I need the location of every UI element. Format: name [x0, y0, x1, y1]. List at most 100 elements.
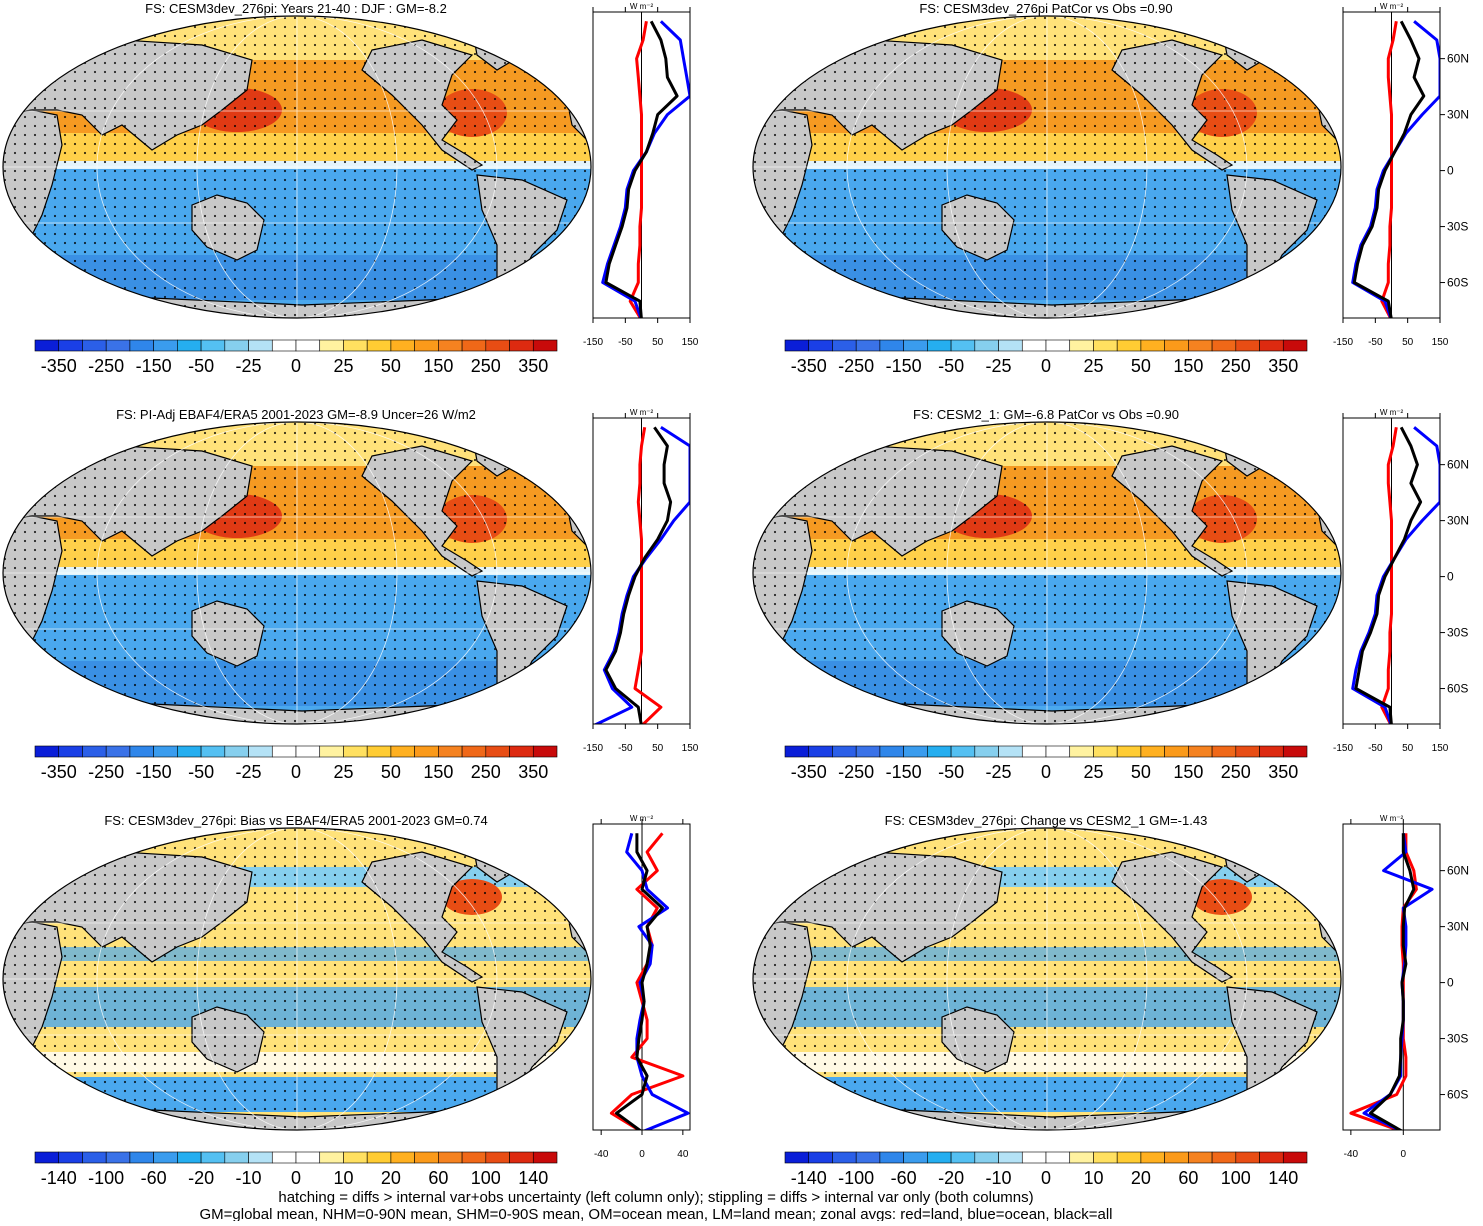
colorbar-label: 150 — [423, 356, 453, 376]
colorbar-box — [1069, 1151, 1094, 1164]
y-tick-label: 0 — [1447, 164, 1454, 178]
x-tick-label: 150 — [682, 743, 699, 754]
zonal-lines — [1349, 824, 1434, 1130]
colorbar-box — [200, 745, 226, 758]
colorbar-label: -25 — [236, 762, 262, 782]
zonal-line — [604, 20, 679, 318]
colorbar-box — [1282, 745, 1308, 758]
colorbar-box — [784, 1151, 810, 1164]
colorbar-box — [1093, 1151, 1118, 1164]
colorbar-box — [34, 339, 60, 352]
footnote: GM=global mean, NHM=0-90N mean, SHM=0-90… — [199, 1206, 1112, 1221]
zonal-frame — [1342, 823, 1441, 1131]
zonal-frame — [592, 417, 691, 725]
colorbar-label: 150 — [423, 762, 453, 782]
x-tick-label: -50 — [1368, 337, 1383, 348]
y-tick-label: 0 — [1447, 570, 1454, 584]
colorbar-label: -350 — [41, 356, 77, 376]
colorbar-label: -250 — [838, 762, 874, 782]
x-tick-label: 150 — [1432, 337, 1449, 348]
zonal-lines — [1351, 418, 1440, 724]
colorbar-label: 20 — [381, 1168, 401, 1188]
colorbar-box — [879, 745, 904, 758]
zonal-unit: W m⁻² — [1380, 814, 1404, 823]
footnote: hatching = diffs > internal var+obs unce… — [278, 1189, 1033, 1206]
zonal-unit: W m⁻² — [630, 2, 654, 11]
x-tick-label: 0 — [639, 1149, 645, 1160]
colorbar-box — [855, 339, 881, 352]
x-tick-label: -50 — [618, 743, 633, 754]
colorbar-box — [784, 339, 810, 352]
colorbar-box — [414, 745, 439, 758]
colorbar-box — [974, 339, 999, 352]
zonal-line — [633, 427, 663, 724]
zonal-line — [1354, 426, 1423, 724]
zonal-line — [1362, 833, 1434, 1130]
colorbar-box — [855, 1151, 881, 1164]
colorbar-box — [438, 1151, 463, 1164]
colorbar-box — [461, 1151, 487, 1164]
colorbar-box — [58, 1151, 83, 1164]
colorbar-label: -150 — [886, 762, 922, 782]
colorbar-box — [343, 339, 368, 352]
colorbar-box — [998, 1151, 1023, 1164]
colorbar-box — [153, 745, 178, 758]
colorbar-box — [461, 339, 487, 352]
colorbar-label: -25 — [236, 356, 262, 376]
zonal-line — [1380, 427, 1398, 724]
x-tick-label: -40 — [594, 1149, 609, 1160]
y-tick-label: 60N — [1447, 864, 1469, 878]
colorbar-box — [248, 339, 273, 352]
zonal-line — [615, 833, 664, 1130]
colorbar-box — [509, 339, 534, 352]
colorbar-box — [34, 1151, 60, 1164]
colorbar-box — [879, 339, 904, 352]
colorbar-box — [129, 1151, 154, 1164]
x-tick-label: -150 — [583, 743, 603, 754]
zonal-line — [1351, 20, 1440, 318]
colorbar-box — [319, 745, 344, 758]
colorbar-box — [224, 1151, 249, 1164]
colorbar-box — [295, 1151, 321, 1164]
colorbar-box — [784, 745, 810, 758]
panel-title: FS: CESM3dev_276pi: Bias vs EBAF4/ERA5 2… — [104, 813, 487, 828]
colorbar-label: -10 — [986, 1168, 1012, 1188]
colorbar-box — [1140, 745, 1165, 758]
x-tick-label: -50 — [1368, 743, 1383, 754]
x-tick-label: 40 — [677, 1149, 689, 1160]
x-tick-label: -150 — [1333, 337, 1353, 348]
colorbar-box — [998, 745, 1023, 758]
colorbar-box — [1211, 339, 1237, 352]
colorbar-label: 25 — [333, 762, 353, 782]
zonal-frame — [1342, 417, 1441, 725]
colorbar-label: -150 — [136, 356, 172, 376]
x-tick-label: -40 — [1344, 1149, 1359, 1160]
colorbar-box — [153, 339, 178, 352]
colorbar-box — [129, 745, 154, 758]
colorbar-box — [295, 745, 321, 758]
colorbar-box — [1093, 745, 1118, 758]
colorbar-label: 250 — [1221, 356, 1251, 376]
colorbar-box — [1069, 745, 1094, 758]
colorbar-label: -25 — [986, 356, 1012, 376]
colorbar-box — [832, 339, 857, 352]
x-tick-label: 150 — [682, 337, 699, 348]
colorbar-box — [1140, 339, 1165, 352]
x-tick-label: 50 — [652, 337, 664, 348]
colorbar-label: -50 — [188, 762, 214, 782]
zonal-lines — [593, 418, 690, 724]
zonal-lines — [609, 824, 690, 1130]
panel-title: FS: CESM3dev_276pi PatCor vs Obs =0.90 — [919, 1, 1172, 16]
colorbar-label: 350 — [518, 356, 548, 376]
colorbar-box — [927, 745, 952, 758]
colorbar-label: 250 — [1221, 762, 1251, 782]
colorbar-label: 0 — [1041, 356, 1051, 376]
colorbar-label: 350 — [1268, 762, 1298, 782]
colorbar-box — [1235, 745, 1260, 758]
colorbar-label: -350 — [791, 356, 827, 376]
colorbar-label: -20 — [938, 1168, 964, 1188]
colorbar-box — [1235, 1151, 1260, 1164]
colorbar-box — [1282, 1151, 1308, 1164]
panel-title: FS: CESM3dev_276pi: Change vs CESM2_1 GM… — [885, 813, 1208, 828]
zonal-unit: W m⁻² — [1380, 2, 1404, 11]
